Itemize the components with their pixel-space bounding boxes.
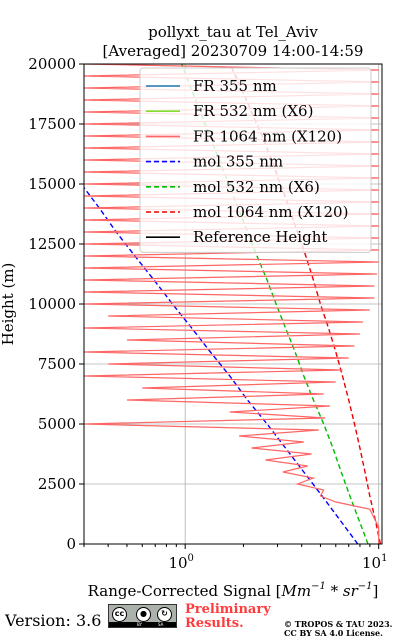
y-tick-label: 7500 xyxy=(38,355,76,373)
legend-label: Reference Height xyxy=(193,228,327,246)
preliminary-line1: Preliminary xyxy=(185,602,271,617)
chart-title: pollyxt_tau at Tel_Aviv xyxy=(148,23,318,41)
preliminary-line2: Results. xyxy=(185,616,244,631)
y-tick-label: 5000 xyxy=(38,415,76,433)
legend-label: mol 1064 nm (X120) xyxy=(193,203,348,221)
share-alike-icon: ↻ xyxy=(157,607,172,622)
series-mol-355-nm xyxy=(84,186,359,544)
x-axis-label: Range-Corrected Signal [Mm−1 * sr−1] xyxy=(88,581,379,600)
y-tick-label: 20000 xyxy=(28,55,76,73)
x-tick-label: 101 xyxy=(362,553,387,572)
legend-label: FR 355 nm xyxy=(193,77,277,95)
y-tick-label: 2500 xyxy=(38,475,76,493)
copyright-notice: © TROPOS & TAU 2023. CC BY SA 4.0 Licens… xyxy=(284,620,392,638)
legend-box xyxy=(139,67,372,253)
legend: FR 355 nm FR 532 nm (X6) FR 1064 nm (X120)… xyxy=(139,67,372,253)
cc-license-badge: cc ● ↻ BY SA xyxy=(108,604,177,628)
legend-label: mol 532 nm (X6) xyxy=(193,178,320,196)
badge-strip: BY SA xyxy=(109,622,176,627)
y-tick-label: 15000 xyxy=(28,175,76,193)
legend-label: mol 355 nm xyxy=(193,153,283,171)
series-mol-532-nm-x6 xyxy=(181,64,369,544)
preliminary-notice: Preliminary Results. xyxy=(185,603,271,631)
y-tick-label: 12500 xyxy=(28,235,76,253)
axis-ticks: 0 2500 5000 7500 10000 12500 15000 17500 20000 10… xyxy=(28,55,387,572)
y-tick-label: 17500 xyxy=(28,115,76,133)
badge-by-text: BY xyxy=(137,622,142,627)
y-tick-label: 10000 xyxy=(28,295,76,313)
copyright-line1: © TROPOS & TAU 2023. xyxy=(284,619,393,629)
cc-icon: cc xyxy=(112,607,127,622)
legend-label: FR 1064 nm (X120) xyxy=(193,127,342,145)
legend-label: FR 532 nm (X6) xyxy=(193,102,313,120)
x-tick-label: 100 xyxy=(168,553,193,572)
version-label: Version: 3.6 xyxy=(5,611,102,630)
chart-subtitle: [Averaged] 20230709 14:00-14:59 xyxy=(102,42,364,60)
copyright-line2: CC BY SA 4.0 License. xyxy=(284,628,383,638)
badge-sa-text: SA xyxy=(158,622,164,627)
person-icon: ● xyxy=(136,607,151,622)
y-axis-label: Height (m) xyxy=(0,263,17,346)
y-tick-label: 0 xyxy=(66,535,76,553)
